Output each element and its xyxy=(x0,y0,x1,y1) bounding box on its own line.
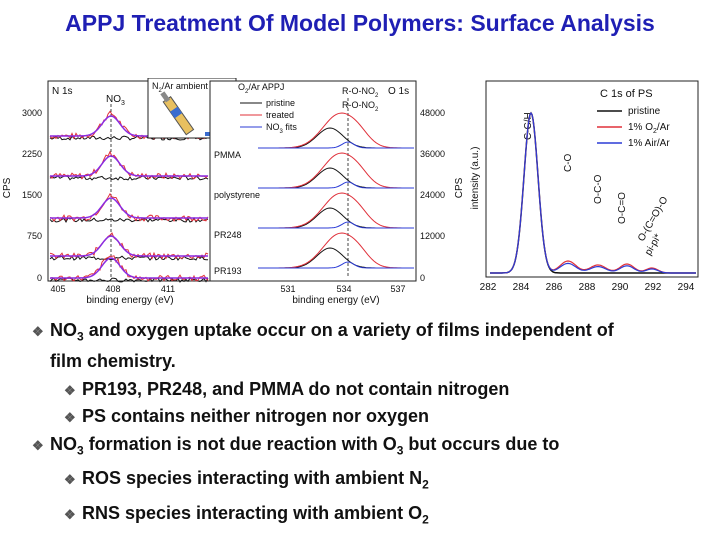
o1s-xlabel: binding energy (eV) xyxy=(292,295,379,306)
o1s-label: O 1s xyxy=(388,86,409,97)
bullet-1-sub-2: ❖ PS contains neither nitrogen nor oxygen xyxy=(22,402,702,432)
svg-text:1% O2/Ar: 1% O2/Ar xyxy=(628,122,670,135)
bullet-marker-icon: ❖ xyxy=(32,437,44,453)
svg-text:36000: 36000 xyxy=(420,149,445,159)
n1s-pristine-trace xyxy=(49,216,209,224)
n1s-fit-trace xyxy=(50,235,208,257)
svg-text:PR193: PR193 xyxy=(214,266,242,276)
n1s-fit-trace xyxy=(50,197,208,219)
n1s-yticks: 3000 2250 1500 750 0 xyxy=(22,108,42,283)
o1s-fit-trace xyxy=(258,221,414,229)
svg-text:284: 284 xyxy=(513,282,530,293)
svg-text:0: 0 xyxy=(37,273,42,283)
svg-text:1500: 1500 xyxy=(22,190,42,200)
svg-text:R-O-NO2: R-O-NO2 xyxy=(342,100,379,113)
svg-text:treated: treated xyxy=(266,110,294,120)
o1s-fit-trace xyxy=(258,141,414,149)
bullet-marker-icon: ❖ xyxy=(64,472,76,488)
bullet-2-sub-1: ❖ ROS species interacting with ambient N2 xyxy=(22,464,702,499)
c1s-legend: pristine 1% O2/Ar 1% Air/Ar xyxy=(597,106,670,149)
slide-title: APPJ Treatment Of Model Polymers: Surfac… xyxy=(65,10,655,36)
o1s-panel: O 1s O2/Ar APPJ pristine treated NO3 fit… xyxy=(209,80,465,306)
c1s-ylabel: intensity (a.u.) xyxy=(470,147,481,210)
svg-text:PMMA: PMMA xyxy=(214,150,241,160)
svg-text:531: 531 xyxy=(280,284,295,294)
svg-text:411: 411 xyxy=(161,284,175,294)
svg-text:408: 408 xyxy=(105,284,120,294)
svg-text:O-C-O: O-C-O xyxy=(593,174,604,204)
n1s-label: N 1s xyxy=(52,86,73,97)
svg-text:pristine: pristine xyxy=(266,98,295,108)
n1s-peak-label: NO xyxy=(106,94,121,105)
svg-text:polystyrene: polystyrene xyxy=(214,190,260,200)
bullet-2-sub-2: ❖ RNS species interacting with ambient O2 xyxy=(22,499,702,534)
bullet-marker-icon: ❖ xyxy=(64,506,76,522)
svg-text:12000: 12000 xyxy=(420,231,445,241)
svg-text:O2/Ar APPJ: O2/Ar APPJ xyxy=(238,82,284,95)
bullet-1: ❖ NO3 and oxygen uptake occur on a variet… xyxy=(22,316,702,351)
o1s-ylabel: CPS xyxy=(454,177,465,198)
bullet-2: ❖ NO3 formation is not due reaction with … xyxy=(22,430,702,465)
o1s-spectra xyxy=(258,112,414,269)
svg-text:3000: 3000 xyxy=(22,108,42,118)
o1s-fit-trace xyxy=(258,181,414,189)
o1s-yticks: 48000 36000 24000 12000 0 xyxy=(420,108,445,283)
svg-text:292: 292 xyxy=(645,282,662,293)
svg-text:534: 534 xyxy=(336,284,351,294)
bullet-1-continued: film chemistry. xyxy=(50,350,176,371)
svg-text:R-O-NO2: R-O-NO2 xyxy=(342,86,379,99)
svg-text:N2/Ar ambient: N2/Ar ambient xyxy=(152,81,208,94)
svg-text:750: 750 xyxy=(27,231,42,241)
svg-text:1% Air/Ar: 1% Air/Ar xyxy=(628,138,670,149)
n1s-xticks: 405 408 411 xyxy=(50,284,175,294)
c1s-panel: intensity (a.u.) C 1s of PS pristine 1% … xyxy=(470,80,699,293)
svg-text:2250: 2250 xyxy=(22,149,42,159)
svg-text:537: 537 xyxy=(390,284,405,294)
svg-text:48000: 48000 xyxy=(420,108,445,118)
c1s-legend-title: C 1s of PS xyxy=(600,88,653,100)
svg-text:NO3: NO3 xyxy=(106,94,125,107)
svg-text:24000: 24000 xyxy=(420,190,445,200)
n1s-fit-trace xyxy=(50,155,208,177)
svg-text:pristine: pristine xyxy=(628,106,661,117)
svg-text:290: 290 xyxy=(612,282,629,293)
svg-text:286: 286 xyxy=(546,282,563,293)
svg-text:C-O: C-O xyxy=(563,153,574,172)
svg-text:0: 0 xyxy=(420,273,425,283)
svg-text:NO3 fits: NO3 fits xyxy=(266,122,297,135)
c1s-air-trace xyxy=(490,111,696,274)
o1s-legend: pristine treated NO3 fits xyxy=(240,98,297,135)
c1s-xticks: 282 284 286 288 290 292 294 xyxy=(480,282,695,293)
n1s-fit-trace xyxy=(50,257,208,279)
svg-text:O-C=O: O-C=O xyxy=(617,192,628,224)
svg-text:288: 288 xyxy=(579,282,596,293)
o1s-xticks: 531 534 537 xyxy=(280,284,405,294)
c1s-spectra xyxy=(490,111,696,274)
bullet-1-sub-1: ❖ PR193, PR248, and PMMA do not contain n… xyxy=(22,375,702,405)
o1s-fit-trace xyxy=(258,261,414,269)
bullet-marker-icon: ❖ xyxy=(64,409,76,425)
svg-text:294: 294 xyxy=(678,282,695,293)
bullet-list: ❖ NO3 and oxygen uptake occur on a variet… xyxy=(22,316,702,533)
n1s-pristine-trace xyxy=(49,135,209,141)
svg-text:282: 282 xyxy=(480,282,497,293)
plasma-jet-icon xyxy=(160,91,195,136)
polymer-labels: PMMA polystyrene PR248 PR193 xyxy=(214,150,260,276)
n1s-pristine-trace xyxy=(49,277,209,283)
n1s-ylabel: CPS xyxy=(2,177,13,198)
svg-text:PR248: PR248 xyxy=(214,230,242,240)
n1s-treated-trace xyxy=(49,150,209,180)
svg-text:405: 405 xyxy=(50,284,65,294)
bullet-marker-icon: ❖ xyxy=(32,324,44,339)
bullet-marker-icon: ❖ xyxy=(64,382,76,398)
xps-figure: N 1s NO3 3000 2250 1500 750 0 CPS 405 40… xyxy=(2,78,699,306)
n1s-xlabel: binding energy (eV) xyxy=(86,295,173,306)
